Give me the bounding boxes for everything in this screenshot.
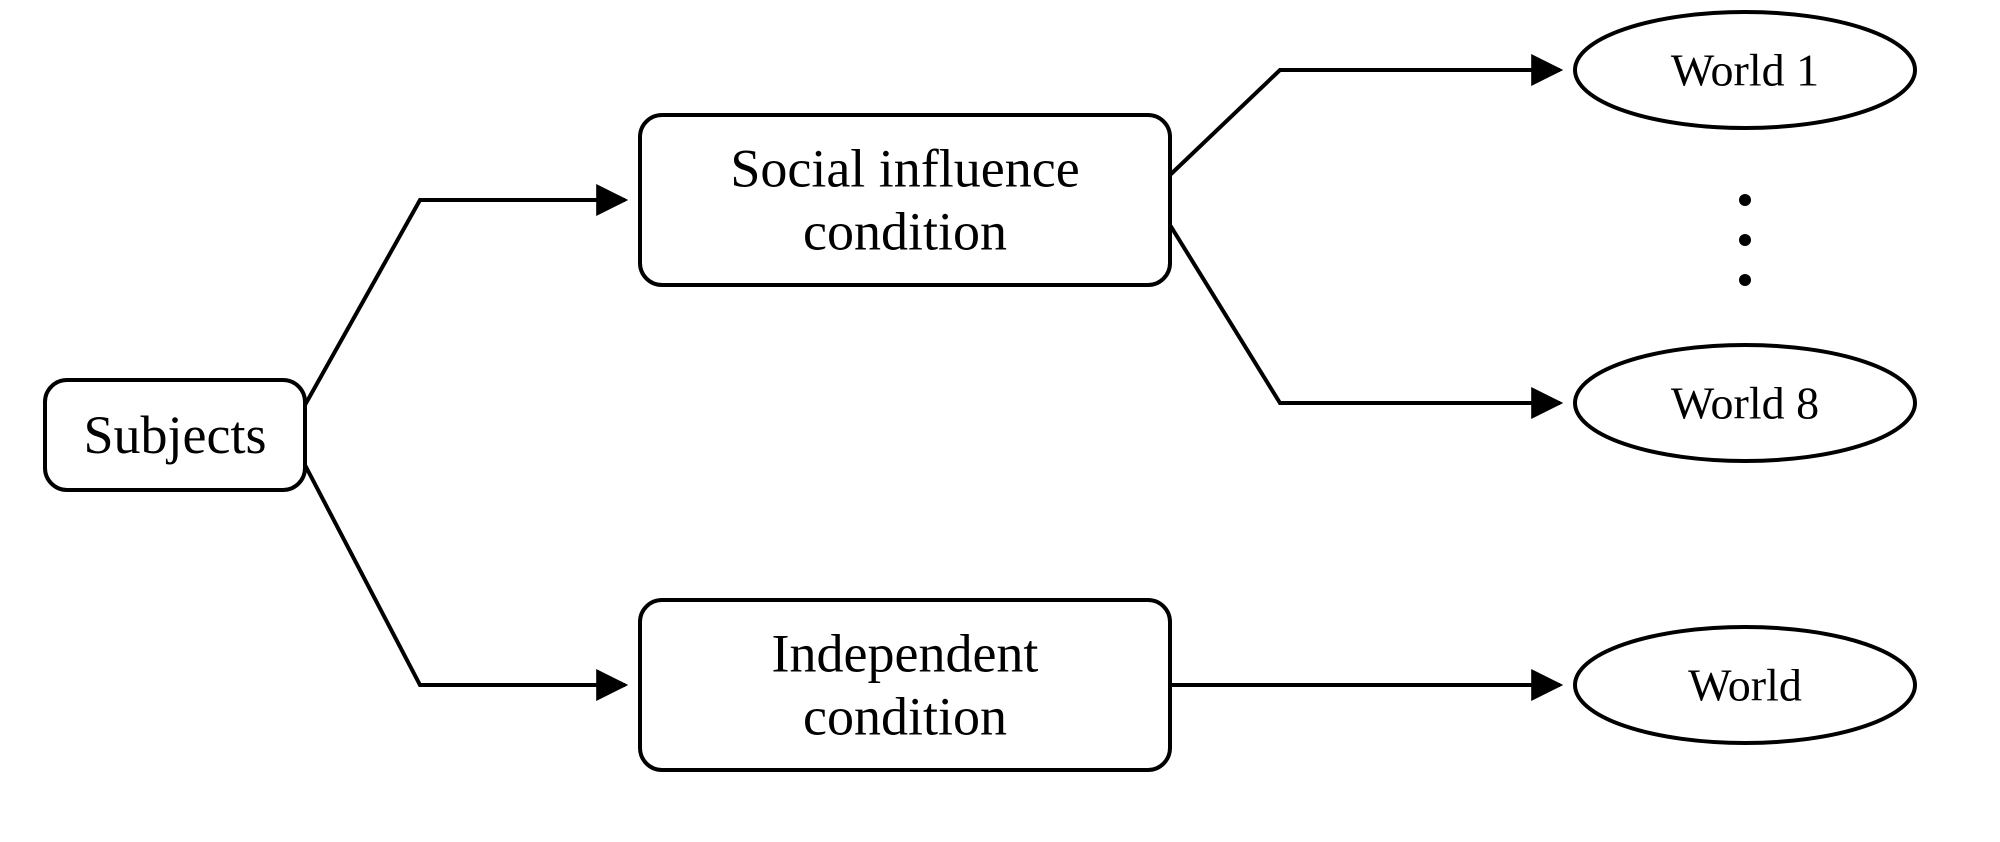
node-independent-line2: condition	[803, 686, 1007, 746]
vdots-dot	[1739, 274, 1751, 286]
node-world1-label: World 1	[1671, 45, 1819, 96]
node-world8-label: World 8	[1671, 378, 1819, 429]
node-social-line1: Social influence	[730, 139, 1079, 199]
flowchart-diagram: SubjectsSocial influenceconditionIndepen…	[0, 0, 2000, 837]
node-world-label: World	[1688, 660, 1802, 711]
vdots-dot	[1739, 194, 1751, 206]
node-independent-line1: Independent	[772, 624, 1039, 684]
vdots-dot	[1739, 234, 1751, 246]
node-social-line2: condition	[803, 201, 1007, 261]
node-subjects-label: Subjects	[84, 405, 267, 465]
